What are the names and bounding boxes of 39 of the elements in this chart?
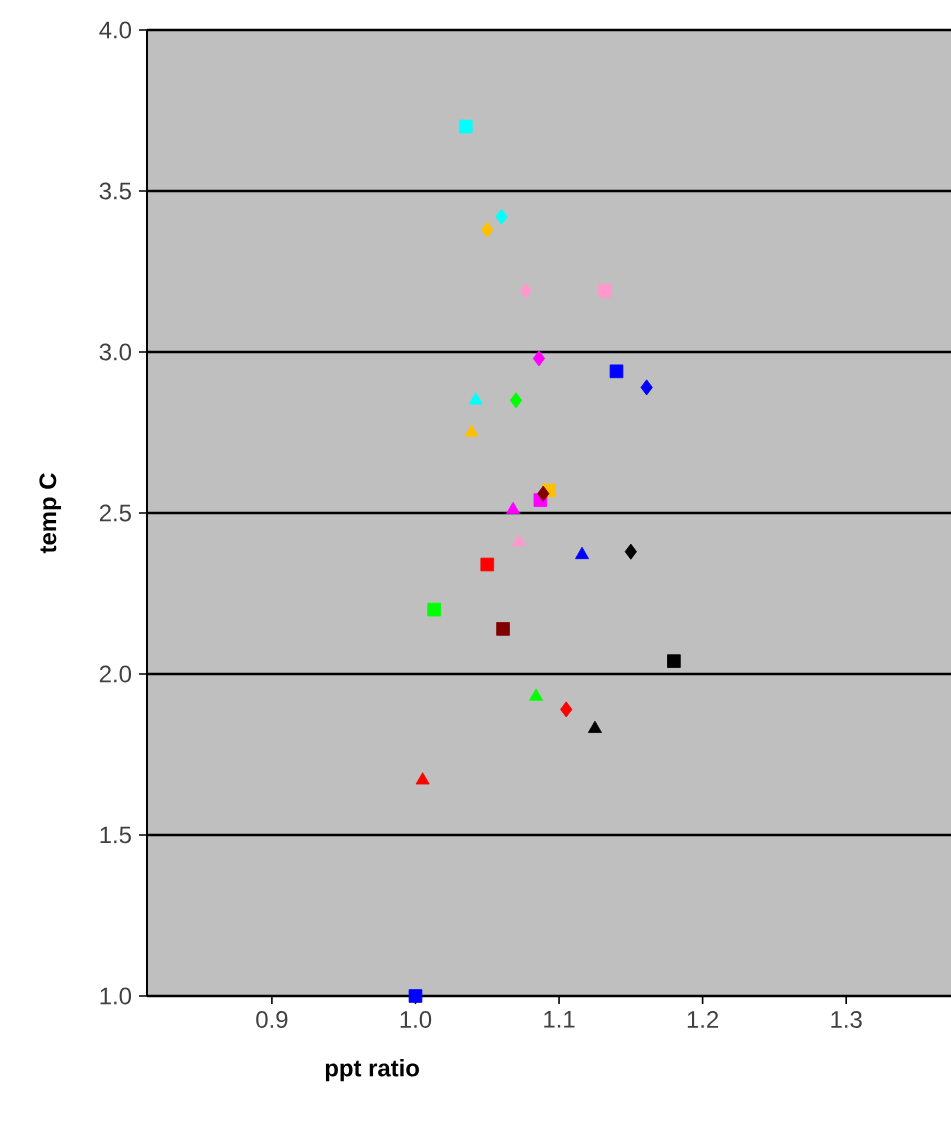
x-tick-label: 1.3 [831, 1011, 862, 1028]
point [481, 221, 494, 238]
y-axis-title: temp C [39, 473, 62, 554]
point [506, 501, 521, 514]
point [598, 284, 612, 298]
point [468, 392, 483, 405]
point [640, 379, 653, 396]
point [495, 208, 508, 225]
y-tick-label: 3.0 [99, 343, 132, 361]
point [519, 282, 533, 299]
point [560, 701, 573, 718]
x-axis-title: ppt ratio [325, 1059, 419, 1082]
y-tick-label: 1.0 [100, 987, 132, 1005]
point [575, 546, 589, 560]
point [415, 772, 430, 785]
x-tick-label: 0.9 [256, 1011, 288, 1028]
point [537, 485, 550, 502]
point [509, 392, 523, 409]
x-tick-label: 1.0 [400, 1011, 432, 1028]
y-tick-label: 4.0 [99, 21, 132, 39]
y-tick-label: 1.5 [100, 826, 131, 844]
x-tick-label: 1.1 [544, 1011, 575, 1028]
point [427, 602, 441, 617]
x-tick-label: 1.2 [687, 1011, 719, 1028]
point [511, 533, 526, 547]
point [480, 557, 495, 572]
y-tick-label: 2.5 [99, 504, 131, 522]
point [587, 720, 602, 733]
point [624, 543, 637, 560]
point [532, 350, 546, 367]
point [667, 654, 681, 668]
y-tick-label: 3.5 [99, 182, 131, 200]
point [464, 424, 479, 437]
point [458, 119, 473, 134]
point [408, 989, 423, 1003]
y-tick-label: 2.0 [99, 665, 132, 683]
point [496, 622, 510, 636]
point [609, 364, 624, 379]
point [529, 688, 544, 701]
